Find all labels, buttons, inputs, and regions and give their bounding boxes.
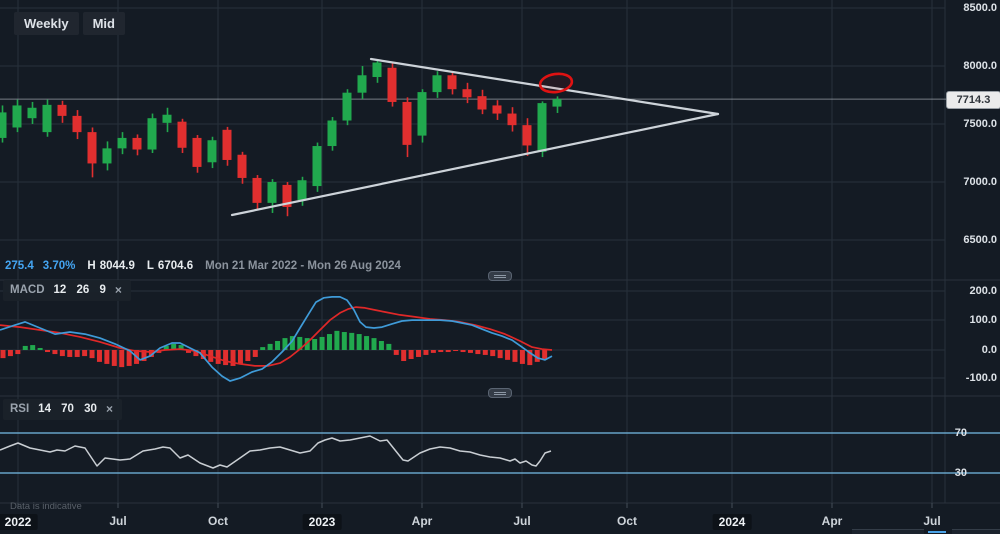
time-axis-label: Oct	[207, 514, 229, 528]
rsi-legend[interactable]: RSI 14 70 30 ×	[3, 399, 122, 420]
change-value: 275.4	[5, 260, 34, 272]
last-price-label: 7714.3	[946, 91, 1000, 109]
macd-axis-label: -100.0	[965, 372, 997, 384]
macd-legend[interactable]: MACD 12 26 9 ×	[3, 280, 131, 301]
time-axis-label: Jul	[109, 514, 127, 528]
rsi-close-icon[interactable]: ×	[105, 402, 113, 416]
status-bar: 275.4 3.70% H 8044.9 L 6704.6 Mon 21 Mar…	[5, 260, 401, 272]
pane-resize-handle[interactable]	[488, 271, 512, 281]
macd-name: MACD	[10, 284, 45, 296]
high-label: H	[87, 260, 96, 272]
price-axis-label: 8000.0	[963, 60, 997, 72]
bottom-scrollbar-segment[interactable]	[952, 529, 1000, 534]
price-axis-label: 7000.0	[963, 176, 997, 188]
price-axis-label: 8500.0	[963, 2, 997, 14]
price-axis-label: 7500.0	[963, 118, 997, 130]
time-axis-label: 2022	[0, 514, 38, 530]
macd-axis-label: 200.0	[969, 285, 997, 297]
macd-params: 12 26 9	[53, 284, 106, 296]
change-percent: 3.70%	[42, 260, 76, 272]
price-axis-label: 6500.0	[963, 234, 997, 246]
rsi-axis-label: 30	[954, 467, 967, 479]
date-range: Mon 21 Mar 2022 - Mon 26 Aug 2024	[205, 260, 401, 272]
time-axis-label: Jul	[923, 514, 941, 528]
rsi-axis-label: 70	[954, 427, 967, 439]
time-axis-label: Apr	[821, 514, 843, 528]
low-value: 6704.6	[157, 260, 194, 272]
macd-axis-label: 100.0	[969, 314, 997, 326]
time-axis-label: Jul	[513, 514, 531, 528]
bottom-scrollbar-thumb[interactable]	[928, 531, 946, 533]
toolbar: Weekly Mid	[14, 12, 125, 35]
time-axis-label: 2023	[302, 514, 342, 530]
high-value: 8044.9	[99, 260, 135, 272]
macd-axis-label: 0.0	[981, 344, 997, 356]
data-indicative-note: Data is indicative	[10, 501, 82, 512]
macd-close-icon[interactable]: ×	[114, 283, 122, 297]
low-label: L	[146, 260, 154, 272]
timeframe-button[interactable]: Weekly	[14, 12, 79, 35]
time-axis-label: 2024	[712, 514, 752, 530]
bottom-scrollbar-segment[interactable]	[852, 529, 924, 534]
time-axis-label: Apr	[411, 514, 433, 528]
pane-resize-handle[interactable]	[488, 388, 512, 398]
rsi-name: RSI	[10, 403, 30, 415]
time-axis-label: Oct	[616, 514, 638, 528]
rsi-params: 14 70 30	[38, 403, 97, 415]
price-type-button[interactable]: Mid	[82, 12, 125, 35]
